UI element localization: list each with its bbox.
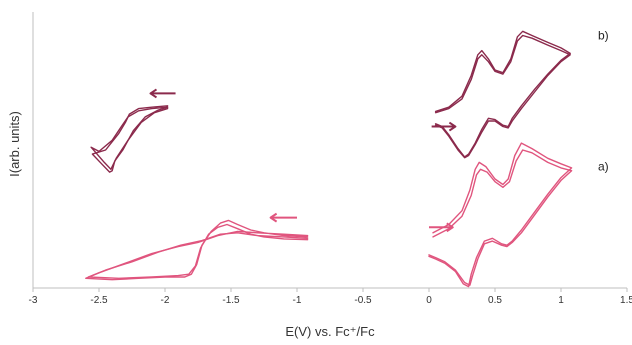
cv-trace-a-segment-1 [85,219,309,281]
arrow-head [446,222,454,233]
x-axis-ticks: -3 -2.5 -2 -1.5 -1 -0.5 0 0.5 1 1.5 [29,288,632,306]
y-axis-title: I(arb. units) [7,111,22,177]
x-tick-label: -0.5 [354,295,372,306]
scan-arrow-a-1 [269,212,297,223]
arrow-head [448,121,457,132]
scan-arrow-b-1 [149,88,176,99]
cv-trace-a-segment-2 [87,223,309,279]
arrow-head [269,212,278,223]
scan-arrow-b-2 [431,121,457,132]
trace-label-a: a) [598,160,609,174]
trace-label-b: b) [598,29,609,43]
x-tick-label: -3 [29,295,38,306]
x-tick-label: 1 [558,295,564,306]
scan-direction-arrows [149,88,457,233]
cv-trace-a-segment-4 [428,149,573,286]
x-axis-title: E(V) vs. Fc⁺/Fc [285,324,375,339]
cv-trace-b-segment-1 [91,105,169,173]
x-tick-label: 0.5 [488,295,502,306]
trace-labels: b) a) [598,29,609,174]
x-tick-label: 0 [426,295,432,306]
cv-trace-b-segment-2 [90,106,169,170]
cv-traces [85,30,573,288]
x-tick-label: -2 [161,295,170,306]
x-tick-label: -1.5 [222,295,240,306]
arrow-head [149,88,158,99]
x-tick-label: -2.5 [90,295,108,306]
x-tick-label: 1.5 [620,295,632,306]
x-tick-label: -1 [293,295,302,306]
cv-trace-b-segment-3 [434,30,571,158]
cv-trace-b-segment-4 [434,34,571,159]
scan-arrow-a-2 [429,222,454,233]
cv-trace-a-segment-3 [428,142,573,288]
